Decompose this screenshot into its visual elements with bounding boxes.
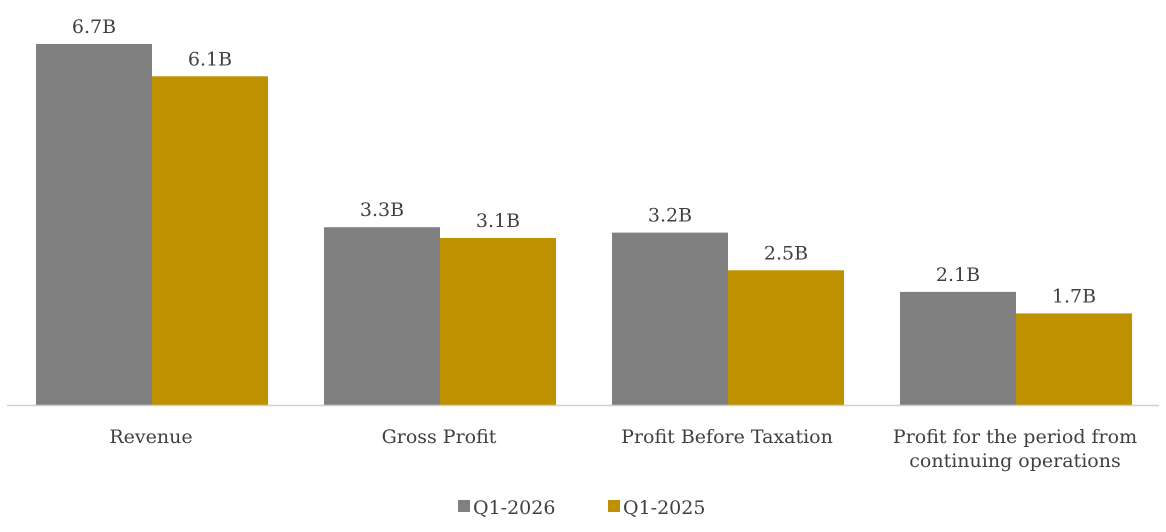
data-label-q1-2026-3: 2.1B (936, 264, 980, 286)
legend-label-q1-2026: Q1-2026 (473, 497, 555, 519)
category-label-0: Revenue (109, 426, 192, 448)
bar-q1-2025-2 (728, 270, 844, 405)
legend-swatch-q1-2026 (458, 500, 470, 512)
data-label-q1-2025-3: 1.7B (1052, 285, 1096, 307)
category-label-line: Revenue (109, 426, 192, 448)
legend-label-q1-2025: Q1-2025 (623, 497, 705, 519)
bar-q1-2026-3 (900, 291, 1016, 405)
category-label-3: Profit for the period from continuing ope… (893, 426, 1137, 472)
category-label-line: Profit for the period from (893, 426, 1137, 448)
bar-q1-2025-1 (440, 238, 556, 405)
data-label-q1-2026-0: 6.7B (72, 16, 116, 38)
legend-swatch-q1-2025 (608, 500, 620, 512)
legend-item-q1-2026: Q1-2026 (458, 497, 555, 519)
bar-q1-2025-3 (1016, 313, 1132, 405)
data-label-q1-2025-1: 3.1B (476, 210, 520, 232)
data-label-q1-2025-2: 2.5B (764, 242, 808, 264)
data-label-q1-2025-0: 6.1B (188, 48, 232, 70)
bar-q1-2026-2 (612, 232, 728, 405)
category-label-line: continuing operations (909, 450, 1120, 472)
category-label-line: Gross Profit (382, 426, 497, 448)
data-label-q1-2026-1: 3.3B (360, 199, 404, 221)
category-label-line: Profit Before Taxation (621, 426, 833, 448)
data-label-q1-2026-2: 3.2B (648, 205, 692, 227)
legend-item-q1-2025: Q1-2025 (608, 497, 705, 519)
bar-q1-2025-0 (152, 76, 268, 406)
category-label-2: Profit Before Taxation (621, 426, 833, 448)
bar-q1-2026-0 (36, 44, 152, 405)
category-label-1: Gross Profit (382, 426, 497, 448)
bar-q1-2026-1 (324, 227, 440, 405)
